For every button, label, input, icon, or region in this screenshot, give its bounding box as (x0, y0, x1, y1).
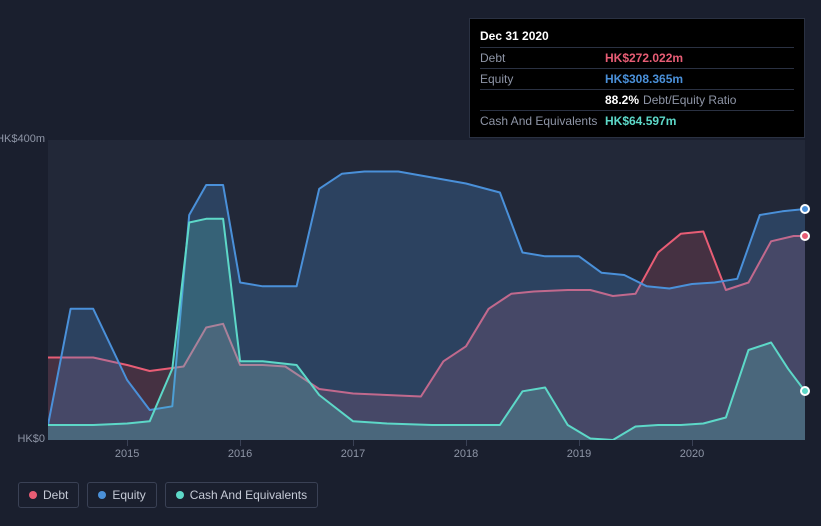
legend-item[interactable]: Equity (87, 482, 156, 508)
legend-item[interactable]: Cash And Equivalents (165, 482, 318, 508)
tooltip-row-label: Equity (480, 72, 605, 86)
x-axis-label: 2020 (680, 448, 704, 460)
x-tick-line (353, 440, 354, 446)
legend-label: Cash And Equivalents (190, 488, 307, 502)
legend-swatch (176, 491, 184, 499)
tooltip-row: Cash And EquivalentsHK$64.597m (480, 111, 794, 131)
x-tick-line (466, 440, 467, 446)
tooltip-row: 88.2% Debt/Equity Ratio (480, 90, 794, 111)
x-tick-line (127, 440, 128, 446)
x-tick-line (579, 440, 580, 446)
tooltip-row-value: HK$272.022m (605, 51, 683, 65)
legend-label: Equity (112, 488, 145, 502)
legend-swatch (98, 491, 106, 499)
chart-legend: Debt Equity Cash And Equivalents (18, 482, 318, 508)
legend-label: Debt (43, 488, 68, 502)
tooltip-row-label: Debt (480, 51, 605, 65)
data-tooltip: Dec 31 2020 DebtHK$272.022mEquityHK$308.… (469, 18, 805, 138)
chart-plot-area[interactable] (48, 140, 805, 440)
legend-item[interactable]: Debt (18, 482, 79, 508)
x-tick-line (240, 440, 241, 446)
x-axis-label: 2016 (228, 448, 252, 460)
x-axis: 2015 2016 2017 2018 2019 2020 (48, 440, 805, 465)
x-axis-label: 2017 (341, 448, 365, 460)
x-axis-label: 2019 (567, 448, 591, 460)
tooltip-row-value: HK$64.597m (605, 114, 676, 128)
tooltip-row: DebtHK$272.022m (480, 48, 794, 69)
tooltip-ratio-pct: 88.2% (605, 93, 639, 107)
tooltip-row-label: Cash And Equivalents (480, 114, 605, 128)
tooltip-ratio-text: Debt/Equity Ratio (643, 93, 736, 107)
x-tick-line (692, 440, 693, 446)
series-end-dot (800, 386, 810, 396)
x-axis-label: 2015 (115, 448, 139, 460)
x-axis-label: 2018 (454, 448, 478, 460)
debt-equity-chart: HK$400mHK$0 201520162017201820192020 (18, 120, 805, 465)
tooltip-row-value: HK$308.365m (605, 72, 683, 86)
tooltip-rows: DebtHK$272.022mEquityHK$308.365m88.2%Deb… (480, 48, 794, 131)
tooltip-date: Dec 31 2020 (480, 25, 794, 48)
series-end-dot (800, 204, 810, 214)
y-axis-label: HK$0 (17, 433, 45, 445)
series-end-dot (800, 231, 810, 241)
legend-swatch (29, 491, 37, 499)
tooltip-row: EquityHK$308.365m (480, 69, 794, 90)
y-axis-label: HK$400m (0, 133, 45, 145)
tooltip-row-label (480, 93, 605, 107)
